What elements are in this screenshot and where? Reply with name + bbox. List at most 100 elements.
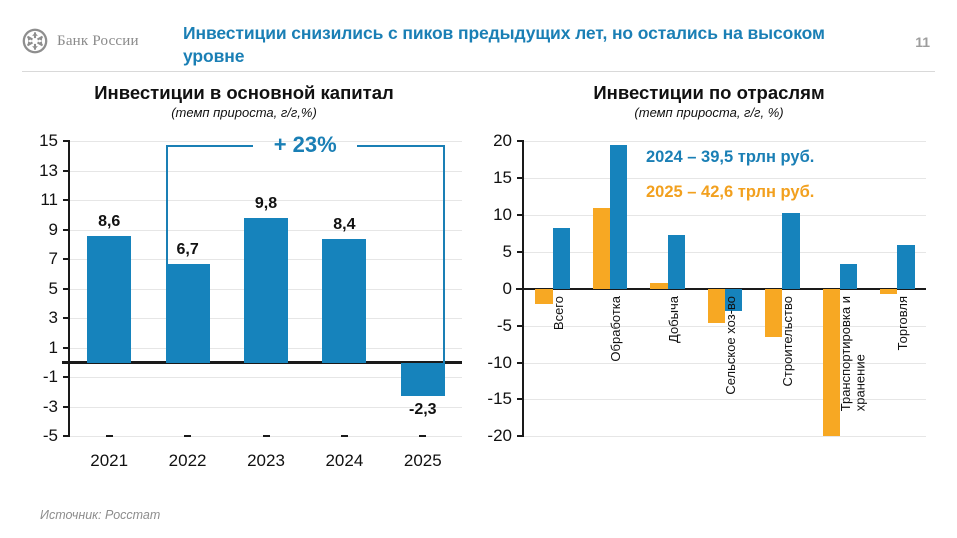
- left-chart-bar-label: 9,8: [254, 194, 278, 212]
- left-chart-ytick-label: 9: [48, 219, 58, 239]
- slide-title: Инвестиции снизились с пиков предыдущих …: [183, 23, 825, 67]
- right-chart-ytick-label: 15: [493, 168, 512, 188]
- left-chart-xtick-label: 2022: [168, 451, 207, 471]
- right-chart-category-label: Транспортировка и хранение: [837, 295, 868, 411]
- right-chart-bar: [765, 288, 783, 338]
- left-chart-xtick: [262, 435, 270, 438]
- left-chart-bar: [400, 362, 445, 397]
- left-chart-bar-label: 8,4: [333, 215, 356, 233]
- header-divider: [22, 71, 935, 72]
- right-chart-bar: [667, 234, 685, 289]
- left-chart-plot: 15 13 11 9 7 5 3 1 -1 -3 -5 8,6 2021 6,7 2022 9,8 2023 8,…: [18, 127, 470, 492]
- left-chart-zero-line: [62, 361, 462, 364]
- right-chart-category-label: Обработка: [608, 295, 624, 362]
- right-chart-bar: [552, 227, 570, 289]
- left-chart-ytick-label: 15: [39, 131, 58, 151]
- left-chart-bar-label: -2,3: [409, 401, 437, 419]
- left-chart-xtick: [184, 435, 192, 438]
- bank-of-russia-emblem-icon: [22, 28, 48, 54]
- right-chart-ytick-label: -5: [496, 315, 512, 335]
- right-chart-ytick: [517, 214, 524, 217]
- right-chart-bar: [880, 288, 898, 294]
- right-chart-bar: [707, 288, 725, 323]
- right-chart-bar: [650, 282, 668, 289]
- right-chart-category-label: Торговля: [895, 295, 911, 351]
- right-chart-title: Инвестиции по отраслям: [593, 82, 825, 103]
- left-chart-ytick-label: 1: [48, 337, 58, 357]
- right-chart-category-label: Всего: [550, 295, 566, 330]
- right-chart-ytick: [517, 398, 524, 401]
- left-chart-bracket-right: [442, 145, 445, 363]
- chart-panel-fixed-capital: Инвестиции в основной капитал (темп прир…: [18, 82, 470, 492]
- left-chart-title: Инвестиции в основной капитал: [94, 82, 394, 103]
- left-chart-ytick: [63, 376, 70, 379]
- left-chart-bracket-top-right: [357, 145, 445, 148]
- right-chart-ytick-label: 5: [502, 241, 512, 261]
- right-chart-gridline: [524, 362, 926, 364]
- right-chart-category-label: Добыча: [665, 295, 681, 343]
- left-chart-gridline: [70, 406, 462, 408]
- right-chart-subtitle: (темп прироста, г/г, %): [634, 105, 784, 121]
- brand-logo: Банк России: [22, 28, 139, 54]
- left-chart-ytick-label: -1: [42, 367, 58, 387]
- right-chart-ytick-label: 20: [493, 131, 512, 151]
- right-chart-category-label: Строительство: [780, 295, 796, 387]
- left-chart-annotation-label: + 23%: [273, 132, 337, 158]
- left-chart-xtick: [419, 435, 427, 438]
- right-chart-ytick: [517, 324, 524, 327]
- left-chart-gridline: [70, 377, 462, 379]
- left-chart-ytick: [63, 199, 70, 202]
- left-chart-ytick: [63, 317, 70, 320]
- right-chart-bar: [897, 245, 915, 289]
- left-chart-ytick-label: 7: [48, 249, 58, 269]
- right-chart-ytick-label: -10: [487, 352, 512, 372]
- right-chart-ytick: [517, 250, 524, 253]
- left-chart-ytick: [63, 258, 70, 261]
- left-chart-xtick: [340, 435, 348, 438]
- left-chart-ytick: [63, 435, 70, 438]
- left-chart-ytick: [63, 346, 70, 349]
- right-chart-ytick-label: 0: [502, 278, 512, 298]
- legend-note-2024: 2024 – 39,5 трлн руб.: [646, 148, 815, 167]
- left-chart-xtick-label: 2024: [325, 451, 364, 471]
- right-chart-bar: [839, 263, 858, 289]
- right-chart-gridline: [524, 215, 926, 217]
- source-note: Источник: Росстат: [40, 508, 161, 522]
- left-chart-bar: [87, 235, 132, 363]
- legend-note-2025: 2025 – 42,6 трлн руб.: [646, 183, 815, 202]
- left-chart-bar: [322, 238, 367, 363]
- left-chart-y-axis: [67, 141, 70, 437]
- left-chart-ytick-label: -3: [42, 396, 58, 416]
- left-chart-ytick: [63, 140, 70, 143]
- chart-panel-by-industry: Инвестиции по отраслям (темп прироста, г…: [478, 82, 940, 492]
- right-chart-gridline: [524, 178, 926, 180]
- right-chart-ytick-label: -15: [487, 389, 512, 409]
- brand-logo-label: Банк России: [57, 32, 139, 49]
- right-chart-ytick: [517, 140, 524, 143]
- right-chart-gridline: [524, 325, 926, 327]
- left-chart-bar-label: 8,6: [98, 212, 121, 230]
- left-chart-gridline: [70, 200, 462, 202]
- left-chart-bracket-left: [165, 145, 168, 264]
- right-chart-gridline: [524, 436, 926, 438]
- right-chart-ytick: [517, 435, 524, 438]
- left-chart-xtick: [105, 435, 113, 438]
- left-chart-gridline: [70, 141, 462, 143]
- left-chart-ytick: [63, 405, 70, 408]
- right-chart-bar: [592, 207, 611, 289]
- left-chart-ytick-label: -5: [42, 426, 58, 446]
- right-chart-bar: [535, 288, 553, 304]
- right-chart-ytick: [517, 177, 524, 180]
- left-chart-subtitle: (темп прироста, г/г,%): [171, 105, 317, 121]
- left-chart-gridline: [70, 170, 462, 172]
- right-chart-category-label: Сельское хоз-во: [723, 295, 738, 395]
- left-chart-xtick-label: 2021: [90, 451, 129, 471]
- right-chart-gridline: [524, 251, 926, 253]
- right-chart-bar: [610, 144, 628, 289]
- left-chart-ytick: [63, 169, 70, 172]
- left-chart-xtick-label: 2023: [247, 451, 285, 471]
- left-chart-bar: [165, 263, 210, 363]
- right-chart-bar: [725, 288, 743, 311]
- left-chart-ytick-label: 5: [48, 278, 58, 298]
- right-chart-gridline: [524, 399, 926, 401]
